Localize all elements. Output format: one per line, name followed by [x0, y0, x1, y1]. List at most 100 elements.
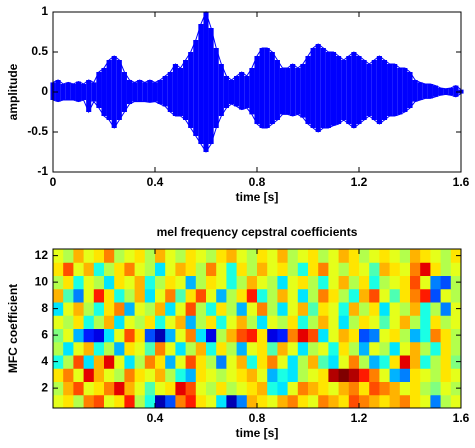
heatmap-cell — [246, 288, 258, 303]
heatmap-cell — [195, 288, 207, 303]
heatmap-cell — [83, 328, 95, 343]
heatmap-cell — [165, 249, 176, 263]
heatmap-cell — [185, 355, 197, 369]
heatmap-cell — [195, 262, 207, 276]
heatmap-cell — [165, 381, 176, 396]
heatmap-cell — [246, 341, 258, 356]
waveform-segment — [351, 52, 357, 128]
waveform-segment — [188, 52, 194, 128]
waveform-segment — [274, 60, 280, 120]
heatmap-cell — [73, 381, 85, 396]
heatmap-cell — [114, 328, 125, 343]
heatmap-cell — [369, 381, 380, 396]
heatmap-cell — [410, 315, 421, 329]
heatmap-cell — [195, 355, 207, 369]
heatmap-cell — [369, 302, 380, 316]
heatmap-cell — [144, 355, 156, 369]
heatmap-cell — [389, 394, 401, 409]
heatmap-cell — [369, 328, 380, 343]
heatmap-cell — [216, 315, 227, 329]
heatmap-cell — [277, 315, 289, 329]
waveform-segment — [376, 56, 382, 124]
heatmap-cell — [124, 275, 136, 290]
heatmap-cell — [185, 341, 197, 356]
heatmap-cell — [144, 381, 156, 396]
heatmap-cell — [246, 262, 258, 276]
heatmap-cell — [236, 355, 248, 369]
heatmap-cell — [63, 302, 74, 316]
heatmap-cell — [155, 355, 166, 369]
heatmap-cell — [267, 355, 278, 369]
waveform-segment — [366, 64, 372, 116]
heatmap-cell — [348, 249, 360, 263]
heatmap-cell — [83, 355, 95, 369]
heatmap-cell — [236, 381, 248, 396]
heatmap-cell — [430, 315, 442, 329]
heatmap-cell — [410, 249, 421, 263]
heatmap-cell — [389, 355, 401, 369]
heatmap-cell — [257, 302, 268, 316]
heatmap-cell — [206, 328, 217, 343]
heatmap-cell — [175, 394, 187, 409]
heatmap-cell — [267, 368, 278, 382]
heatmap-cell — [144, 328, 156, 343]
heatmap-cell — [277, 288, 289, 303]
heatmap-cell — [226, 381, 238, 396]
waveform-segment — [402, 68, 408, 112]
heatmap-cell — [63, 355, 74, 369]
heatmap-cell — [287, 368, 299, 382]
heatmap-cell — [144, 341, 156, 356]
heatmap-cell — [308, 315, 319, 329]
heatmap-cell — [124, 262, 136, 276]
heatmap-cell — [430, 355, 442, 369]
heatmap-cell — [297, 302, 309, 316]
heatmap-cell — [226, 262, 238, 276]
heatmap-cell — [338, 328, 350, 343]
heatmap-cell — [328, 315, 340, 329]
heatmap-cell — [420, 302, 431, 316]
heatmap-cell — [246, 368, 258, 382]
waveform-segment — [279, 68, 286, 115]
heatmap-cell — [185, 328, 197, 343]
heatmap-cell — [104, 328, 115, 343]
heatmap-cell — [114, 368, 125, 382]
waveform-segment — [172, 64, 178, 116]
heatmap-cell — [134, 302, 146, 316]
y-tick-label: 1 — [41, 4, 48, 18]
heatmap-cell — [318, 394, 329, 409]
heatmap-cell — [236, 341, 248, 356]
heatmap-cell — [389, 381, 401, 396]
heatmap-cell — [134, 288, 146, 303]
heatmap-cell — [216, 262, 227, 276]
heatmap-cell — [53, 381, 64, 396]
heatmap-cell — [369, 341, 380, 356]
heatmap-cell — [93, 302, 105, 316]
heatmap-cell — [430, 341, 442, 356]
heatmap-cell — [124, 394, 136, 409]
heatmap-cell — [328, 328, 340, 343]
heatmap-cell — [93, 394, 105, 409]
heatmap-cell — [450, 262, 462, 276]
waveform-segment — [111, 56, 117, 128]
heatmap-cell — [420, 315, 431, 329]
heatmap-cell — [155, 328, 166, 343]
heatmap-cell — [338, 315, 350, 329]
heatmap-cell — [73, 355, 85, 369]
heatmap-cell — [53, 302, 64, 316]
heatmap-cell — [257, 341, 268, 356]
waveform-segment — [361, 60, 367, 120]
heatmap-cell — [246, 315, 258, 329]
heatmap-cell — [399, 302, 411, 316]
heatmap-cell — [267, 275, 278, 290]
heatmap-cell — [93, 275, 105, 290]
waveform-edge — [52, 93, 462, 153]
heatmap-cell — [93, 355, 105, 369]
heatmap-cell — [430, 288, 442, 303]
heatmap-cell — [63, 368, 74, 382]
heatmap-cell — [410, 288, 421, 303]
heatmap-cell — [206, 341, 217, 356]
heatmap-cell — [104, 262, 115, 276]
waveform-segment — [330, 52, 337, 126]
heatmap-cell — [114, 249, 125, 263]
heatmap-cell — [267, 262, 278, 276]
